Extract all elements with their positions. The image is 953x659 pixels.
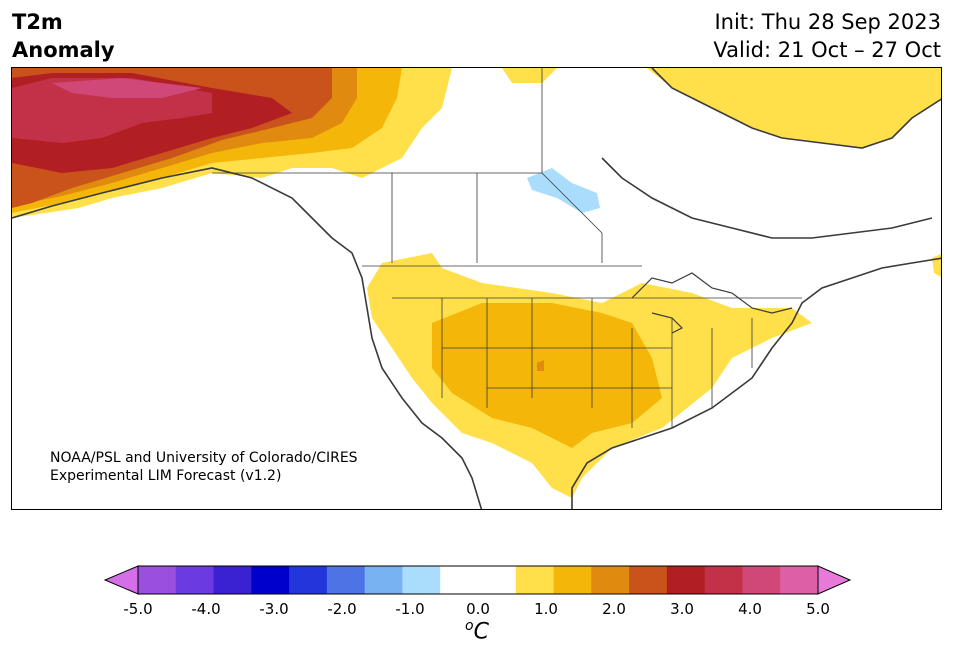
colorbar-bin [289, 566, 328, 594]
colorbar-bin [553, 566, 592, 594]
colorbar-bin [326, 566, 366, 594]
colorbar-tick: 1.0 [534, 600, 558, 618]
title-line-2: Anomaly [12, 38, 115, 62]
colorbar-bin [213, 566, 252, 594]
map-title: T2m Anomaly [12, 8, 115, 64]
init-date: Init: Thu 28 Sep 2023 [714, 10, 941, 34]
valid-date: Valid: 21 Oct – 27 Oct [713, 38, 941, 62]
colorbar-tick: 0.0 [466, 600, 490, 618]
colorbar-unit: oC [465, 618, 489, 644]
colorbar-tick: 3.0 [670, 600, 694, 618]
alaska-anomaly-pink [52, 78, 202, 98]
colorbar-border [137, 565, 819, 595]
title-line-1: T2m [12, 10, 63, 34]
forecast-dates: Init: Thu 28 Sep 2023 Valid: 21 Oct – 27… [713, 8, 941, 64]
north-canada-anomaly [647, 68, 941, 148]
colorbar-tick: -4.0 [191, 600, 221, 618]
unit-letter: C [473, 619, 489, 645]
credit-line-1: NOAA/PSL and University of Colorado/CIRE… [50, 450, 358, 466]
colorbar-bin [704, 566, 743, 594]
colorbar-bin [629, 566, 668, 594]
colorbar-tick: 2.0 [602, 600, 626, 618]
colorbar-tick: -2.0 [327, 600, 357, 618]
colorbar-tick: -5.0 [123, 600, 153, 618]
colorbar-bin [515, 566, 555, 594]
colorbar-bin [364, 566, 403, 594]
colorbar-bin [666, 566, 706, 594]
unit-degree: o [465, 618, 474, 634]
colorbar-bin [251, 566, 290, 594]
colorbar-bin [440, 566, 479, 594]
colorbar-bin [478, 566, 517, 594]
colorbar-tick: 5.0 [806, 600, 830, 618]
colorbar-tick: 4.0 [738, 600, 762, 618]
colorbar [103, 565, 852, 595]
colorbar-max-arrow [817, 565, 852, 595]
colorbar-bin [742, 566, 781, 594]
colorbar-bin [175, 566, 215, 594]
colorbar-bin [402, 566, 441, 594]
us-warm-anomaly-gold [432, 303, 662, 448]
colorbar-tick: -1.0 [395, 600, 425, 618]
colorbar-bin [591, 566, 630, 594]
map-canvas [12, 68, 941, 509]
colorbar-min-arrow [103, 565, 139, 595]
dakota-cool-anomaly [527, 168, 600, 213]
colorbar-tick: -3.0 [259, 600, 289, 618]
credit-line-2: Experimental LIM Forecast (v1.2) [50, 468, 282, 484]
colorbar-bin [780, 566, 819, 594]
colorbar-bin [138, 566, 177, 594]
anomaly-map: NOAA/PSL and University of Colorado/CIRE… [11, 67, 942, 510]
data-credit: NOAA/PSL and University of Colorado/CIRE… [50, 449, 358, 485]
